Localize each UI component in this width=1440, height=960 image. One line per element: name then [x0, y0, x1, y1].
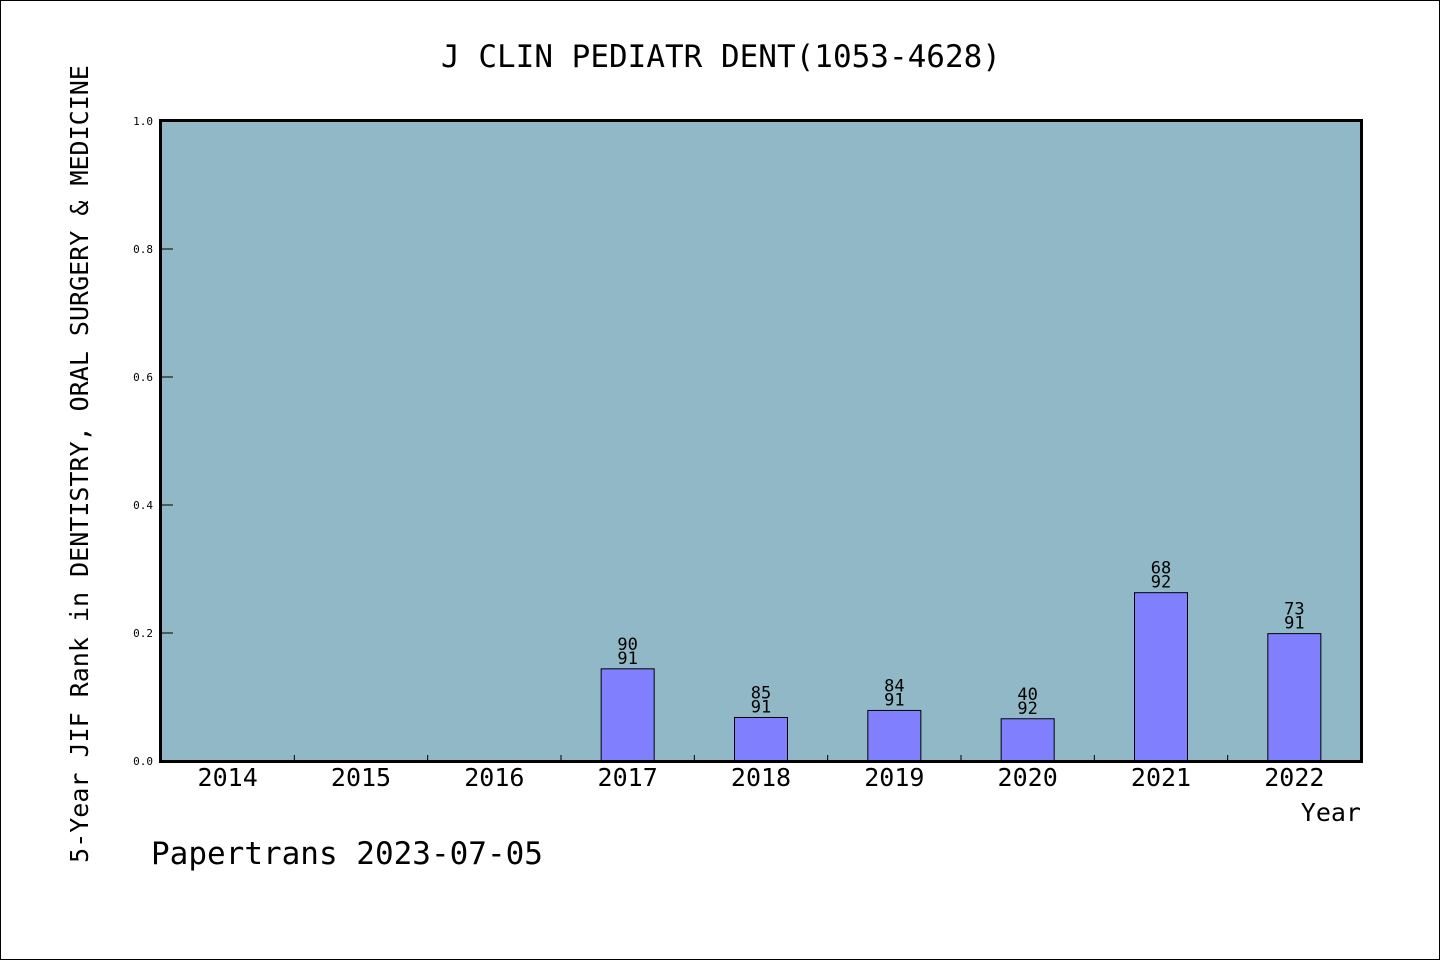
bar-total-label: 91	[884, 690, 904, 710]
bar-rank-label: 73	[1284, 600, 1304, 620]
x-axis-label: Year	[1301, 798, 1361, 827]
y-ticks-group: 0.0 0.2 0.4 0.6 0.8 1.0	[133, 115, 173, 768]
bar-rank-label: 68	[1151, 559, 1171, 579]
chart-title: J CLIN PEDIATR DENT(1053-4628)	[441, 39, 1001, 75]
bar	[734, 716, 788, 762]
footer-text: Papertrans 2023-07-05	[151, 836, 543, 872]
bar-total-label: 91	[617, 649, 637, 669]
x-tick-label: 2017	[598, 763, 658, 792]
x-tick-label: 2022	[1264, 763, 1324, 792]
bar	[1267, 633, 1322, 762]
x-tick-label: 2020	[998, 763, 1058, 792]
x-tick-label: 2016	[464, 763, 524, 792]
x-ticks-group: 2014 2015 2016 2017 2018 2019 2020 2021 2022	[198, 755, 1324, 792]
y-axis-label: 5-Year JIF Rank in DENTISTRY, ORAL SURGE…	[65, 65, 94, 863]
x-tick-label: 2019	[864, 763, 924, 792]
y-tick-label: 0.2	[133, 627, 153, 640]
y-tick-label: 0.6	[133, 371, 153, 384]
bar	[600, 668, 655, 762]
y-tick-label: 0.8	[133, 243, 153, 256]
y-tick-label: 1.0	[133, 115, 153, 128]
bar-total-label: 92	[1017, 699, 1037, 719]
x-tick-label: 2015	[331, 763, 391, 792]
bar-total-label: 91	[1284, 614, 1304, 634]
bar-rank-label: 40	[1017, 685, 1037, 705]
bar-rank-label: 84	[884, 676, 904, 696]
y-tick-label: 0.0	[133, 755, 153, 768]
y-tick-label: 0.4	[133, 499, 153, 512]
bar-total-label: 92	[1151, 573, 1171, 593]
x-tick-label: 2018	[731, 763, 791, 792]
bar-rank-label: 90	[617, 635, 637, 655]
x-tick-label: 2021	[1131, 763, 1191, 792]
plot-border	[159, 119, 1363, 763]
bar	[867, 709, 922, 762]
x-tick-label: 2014	[198, 763, 258, 792]
bar	[1134, 592, 1188, 762]
bar	[1000, 718, 1055, 762]
bar-rank-label: 85	[751, 683, 771, 703]
bar-total-label: 91	[751, 697, 771, 717]
